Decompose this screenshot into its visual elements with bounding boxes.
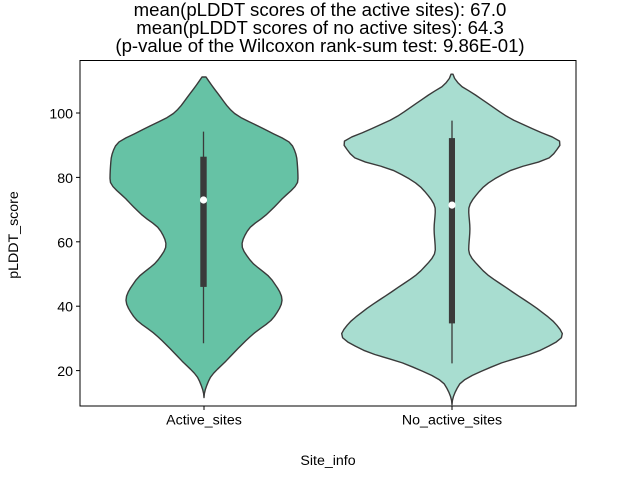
- svg-text:Site_info: Site_info: [300, 453, 355, 469]
- svg-text:100: 100: [49, 107, 73, 123]
- svg-text:20: 20: [57, 364, 73, 380]
- svg-text:60: 60: [57, 235, 73, 251]
- svg-text:pLDDT_score: pLDDT_score: [6, 191, 22, 279]
- svg-text:80: 80: [57, 171, 73, 187]
- svg-text:Active_sites: Active_sites: [166, 413, 242, 429]
- svg-text:No_active_sites: No_active_sites: [402, 413, 502, 429]
- svg-text:40: 40: [57, 300, 73, 316]
